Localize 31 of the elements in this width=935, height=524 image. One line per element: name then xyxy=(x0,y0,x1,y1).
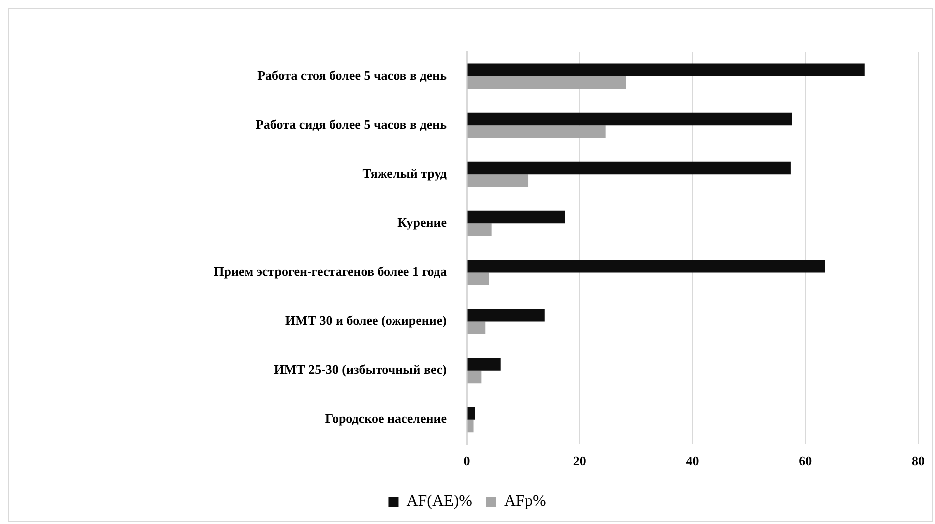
bar xyxy=(468,370,482,384)
bar xyxy=(468,272,490,286)
bar xyxy=(468,112,792,126)
y-tick-label: Курение xyxy=(398,215,448,230)
y-tick-label: ИМТ 25-30 (избыточный вес) xyxy=(274,362,447,378)
bar xyxy=(468,76,626,90)
bar xyxy=(468,210,566,224)
x-tick-label: 0 xyxy=(464,454,470,469)
x-tick-label: 60 xyxy=(799,454,812,469)
x-tick-label: 40 xyxy=(686,454,700,469)
bar xyxy=(468,174,529,188)
legend-label: AFp% xyxy=(504,493,546,510)
bar xyxy=(468,64,865,77)
bar xyxy=(468,420,474,433)
x-tick-label: 80 xyxy=(912,454,925,469)
bar xyxy=(468,260,826,273)
y-tick-label: ИМТ 30 и более (ожирение) xyxy=(285,313,447,328)
bar xyxy=(468,407,476,420)
y-tick-label: Работа сидя более 5 часов в день xyxy=(256,116,448,132)
y-tick-label: Тяжелый труд xyxy=(362,166,448,181)
bar xyxy=(468,322,486,335)
bar xyxy=(468,162,791,175)
y-tick-label: Прием эстроген-гестагенов более 1 года xyxy=(214,264,448,280)
bar xyxy=(468,126,606,138)
x-tick-label: 20 xyxy=(573,454,586,469)
bar xyxy=(468,358,501,371)
bar xyxy=(468,224,492,236)
y-tick-label: Работа стоя более 5 часов в день xyxy=(258,68,448,83)
legend-label: AF(AE)% xyxy=(406,493,472,510)
y-tick-label: Городское население xyxy=(325,411,448,426)
bar xyxy=(468,309,545,322)
